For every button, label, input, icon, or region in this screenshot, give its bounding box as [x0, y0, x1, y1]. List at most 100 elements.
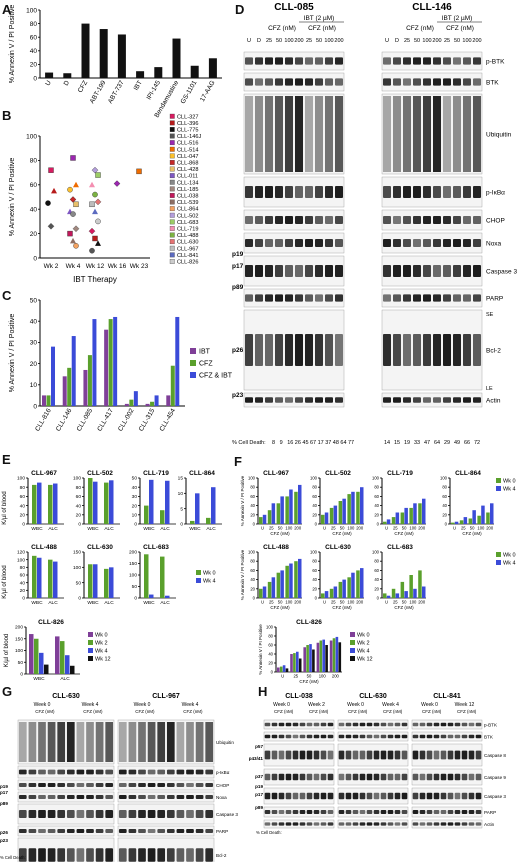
panel-h-blot-caspase-9-lane [264, 773, 271, 781]
panel-h-blot-p-btk-lane [454, 722, 461, 727]
panel-h-blot-caspase-3-lane [426, 792, 433, 800]
panel-h-blot-caspase-9-lane [278, 773, 285, 781]
panel-d-blot-p-btk-lane [473, 57, 481, 65]
panel-h-blot-parp-lane [285, 810, 292, 814]
panel-e-legend-label: Wk 4 [203, 579, 216, 585]
panel-d-blot-chop-lane [443, 216, 451, 224]
panel-g-blot-bcl-2-lane [95, 848, 104, 862]
panel-e-big-bar [70, 665, 75, 674]
panel-f-bar-wk4 [413, 588, 417, 598]
panel-f-x-tick-label: 50 [278, 526, 283, 531]
panel-d-blot-p-btk-lane [383, 57, 391, 65]
panel-d-blot-noxa-lane [325, 239, 333, 247]
panel-d-blot-chop-lane [255, 216, 263, 224]
panel-g-marker-label: p23 [0, 838, 8, 843]
panel-e-y-tick-label: 150 [129, 561, 137, 567]
panel-h-blot-p-btk-lane [433, 722, 440, 727]
panel-d-blot-caspase-3-lane [383, 265, 391, 277]
panel-g-blot-ubiquitin-lane [28, 722, 37, 762]
panel-b-legend-label: CLL-841 [177, 253, 198, 259]
panel-d-blot-btk-lane [453, 78, 461, 86]
panel-g-blot-ubiquitin-lane [105, 722, 114, 762]
panel-d-blot-parp-lane [285, 294, 293, 302]
panel-b-legend-label: CLL-011 [177, 174, 198, 180]
panel-b-legend-label: CLL-488 [177, 233, 198, 239]
panel-h-blot-caspase-3-lane [440, 792, 447, 800]
panel-h-blot-caspase-8-lane [394, 750, 401, 760]
panel-f-big-legend-label: Wk 4 [357, 649, 370, 655]
panel-e-bar [165, 480, 170, 524]
panel-d-blot-p-btk-lane [285, 57, 293, 65]
panel-h-blot-btk-lane [461, 734, 468, 739]
panel-d-blot-actin-lane [403, 397, 411, 403]
panel-d-blot-chop-lane [393, 216, 401, 224]
panel-h-blot-caspase-8-lane [338, 750, 345, 760]
panel-g-blot-chop-lane [76, 783, 85, 787]
panel-g-blot-parp-lane [18, 829, 27, 833]
panel-e-bar [88, 564, 93, 598]
panel-d-blot-ubiquitin-lane [265, 96, 273, 172]
panel-g-blot-p-i-b-lane [176, 769, 185, 775]
panel-f-bar-wk0 [418, 503, 422, 524]
panel-f-big-legend-swatch [350, 656, 355, 661]
panel-e-big-bar [29, 634, 34, 674]
panel-d-blot-parp-lane [383, 294, 391, 302]
panel-g-band-label: PARP [216, 829, 228, 834]
panel-h-blot-btk-lane [447, 734, 454, 739]
panel-f-bar-wk4 [463, 517, 468, 524]
panel-b-point [70, 237, 76, 244]
panel-c-bar-ibt [145, 403, 150, 406]
panel-d-cell-death-value: 66 [464, 440, 470, 446]
panel-h-blot-p-btk-lane [313, 722, 320, 727]
panel-e-y-tick-label: 60 [20, 494, 26, 500]
panel-f-big-bar [293, 653, 296, 672]
panel-h-week-label: Week 12 [455, 702, 475, 708]
panel-f-y-tick-label: 100 [248, 549, 256, 554]
panel-g-blot-bcl-2-lane [86, 848, 94, 862]
panel-d-blot-noxa-lane [245, 239, 253, 247]
panel-e-big-legend-label: Wk 4 [95, 649, 108, 655]
panel-g-blot-ubiquitin-lane [205, 722, 214, 762]
panel-d-blot-caspase-3-lane [413, 265, 421, 277]
panel-g-blot-ubiquitin-lane [18, 722, 27, 762]
panel-h-blot-caspase-3-lane [359, 792, 366, 800]
panel-d-blot-p-i-b-lane [265, 186, 273, 198]
panel-g-blot-parp-lane [95, 829, 104, 833]
panel-f-x-label: CFZ (nM) [270, 605, 290, 610]
panel-e-big-title: CLL-826 [38, 619, 64, 626]
panel-d-blot-ubiquitin-lane [305, 96, 313, 172]
panel-f-big-bar [335, 636, 339, 672]
panel-g-blot-chop-lane [128, 783, 137, 787]
panel-d-blot-chop-lane [295, 216, 303, 224]
panel-b-point [94, 198, 102, 206]
panel-d-blot-caspase-3-lane [265, 265, 273, 277]
panel-h-blot-parp-lane [345, 810, 352, 814]
panel-h-blot-p-btk-lane [271, 722, 278, 727]
panel-f-big-legend-label: Wk 2 [357, 641, 370, 647]
panel-d-lane-label: 50 [276, 38, 282, 44]
panel-e-bar [104, 482, 109, 524]
panel-d-blot-parp-lane [433, 294, 441, 302]
panel-h-blot-p-btk-lane [373, 722, 380, 727]
panel-h-blot-actin [337, 819, 409, 829]
panel-d-blot-caspase-3-lane [325, 265, 333, 277]
panel-h-blot-caspase-9-lane [285, 773, 292, 781]
panel-e-big-y-tick-label: 150 [15, 636, 23, 642]
panel-h-blot-caspase-3-lane [366, 792, 373, 800]
panel-d-cell-death-value: 72 [474, 440, 480, 446]
panel-d-blot-btk-lane [265, 78, 273, 86]
panel-c-legend-label: CFZ [199, 361, 213, 368]
panel-e-y-tick-label: 100 [73, 565, 81, 571]
panel-b-y-tick-label: 20 [30, 231, 38, 238]
panel-f-x-tick-label: 100 [409, 526, 417, 531]
panel-h-blot-caspase-3 [263, 787, 335, 805]
panel-h-blot-btk-lane [419, 734, 426, 739]
panel-h-marker-label: p19 [255, 784, 263, 789]
panel-b-legend-label: CLL-047 [177, 154, 198, 160]
panel-h-blot-caspase-8-lane [461, 750, 468, 760]
panel-e-y-tick-label: 100 [129, 573, 137, 579]
panel-g-blot-p-i-b-lane [157, 769, 166, 775]
